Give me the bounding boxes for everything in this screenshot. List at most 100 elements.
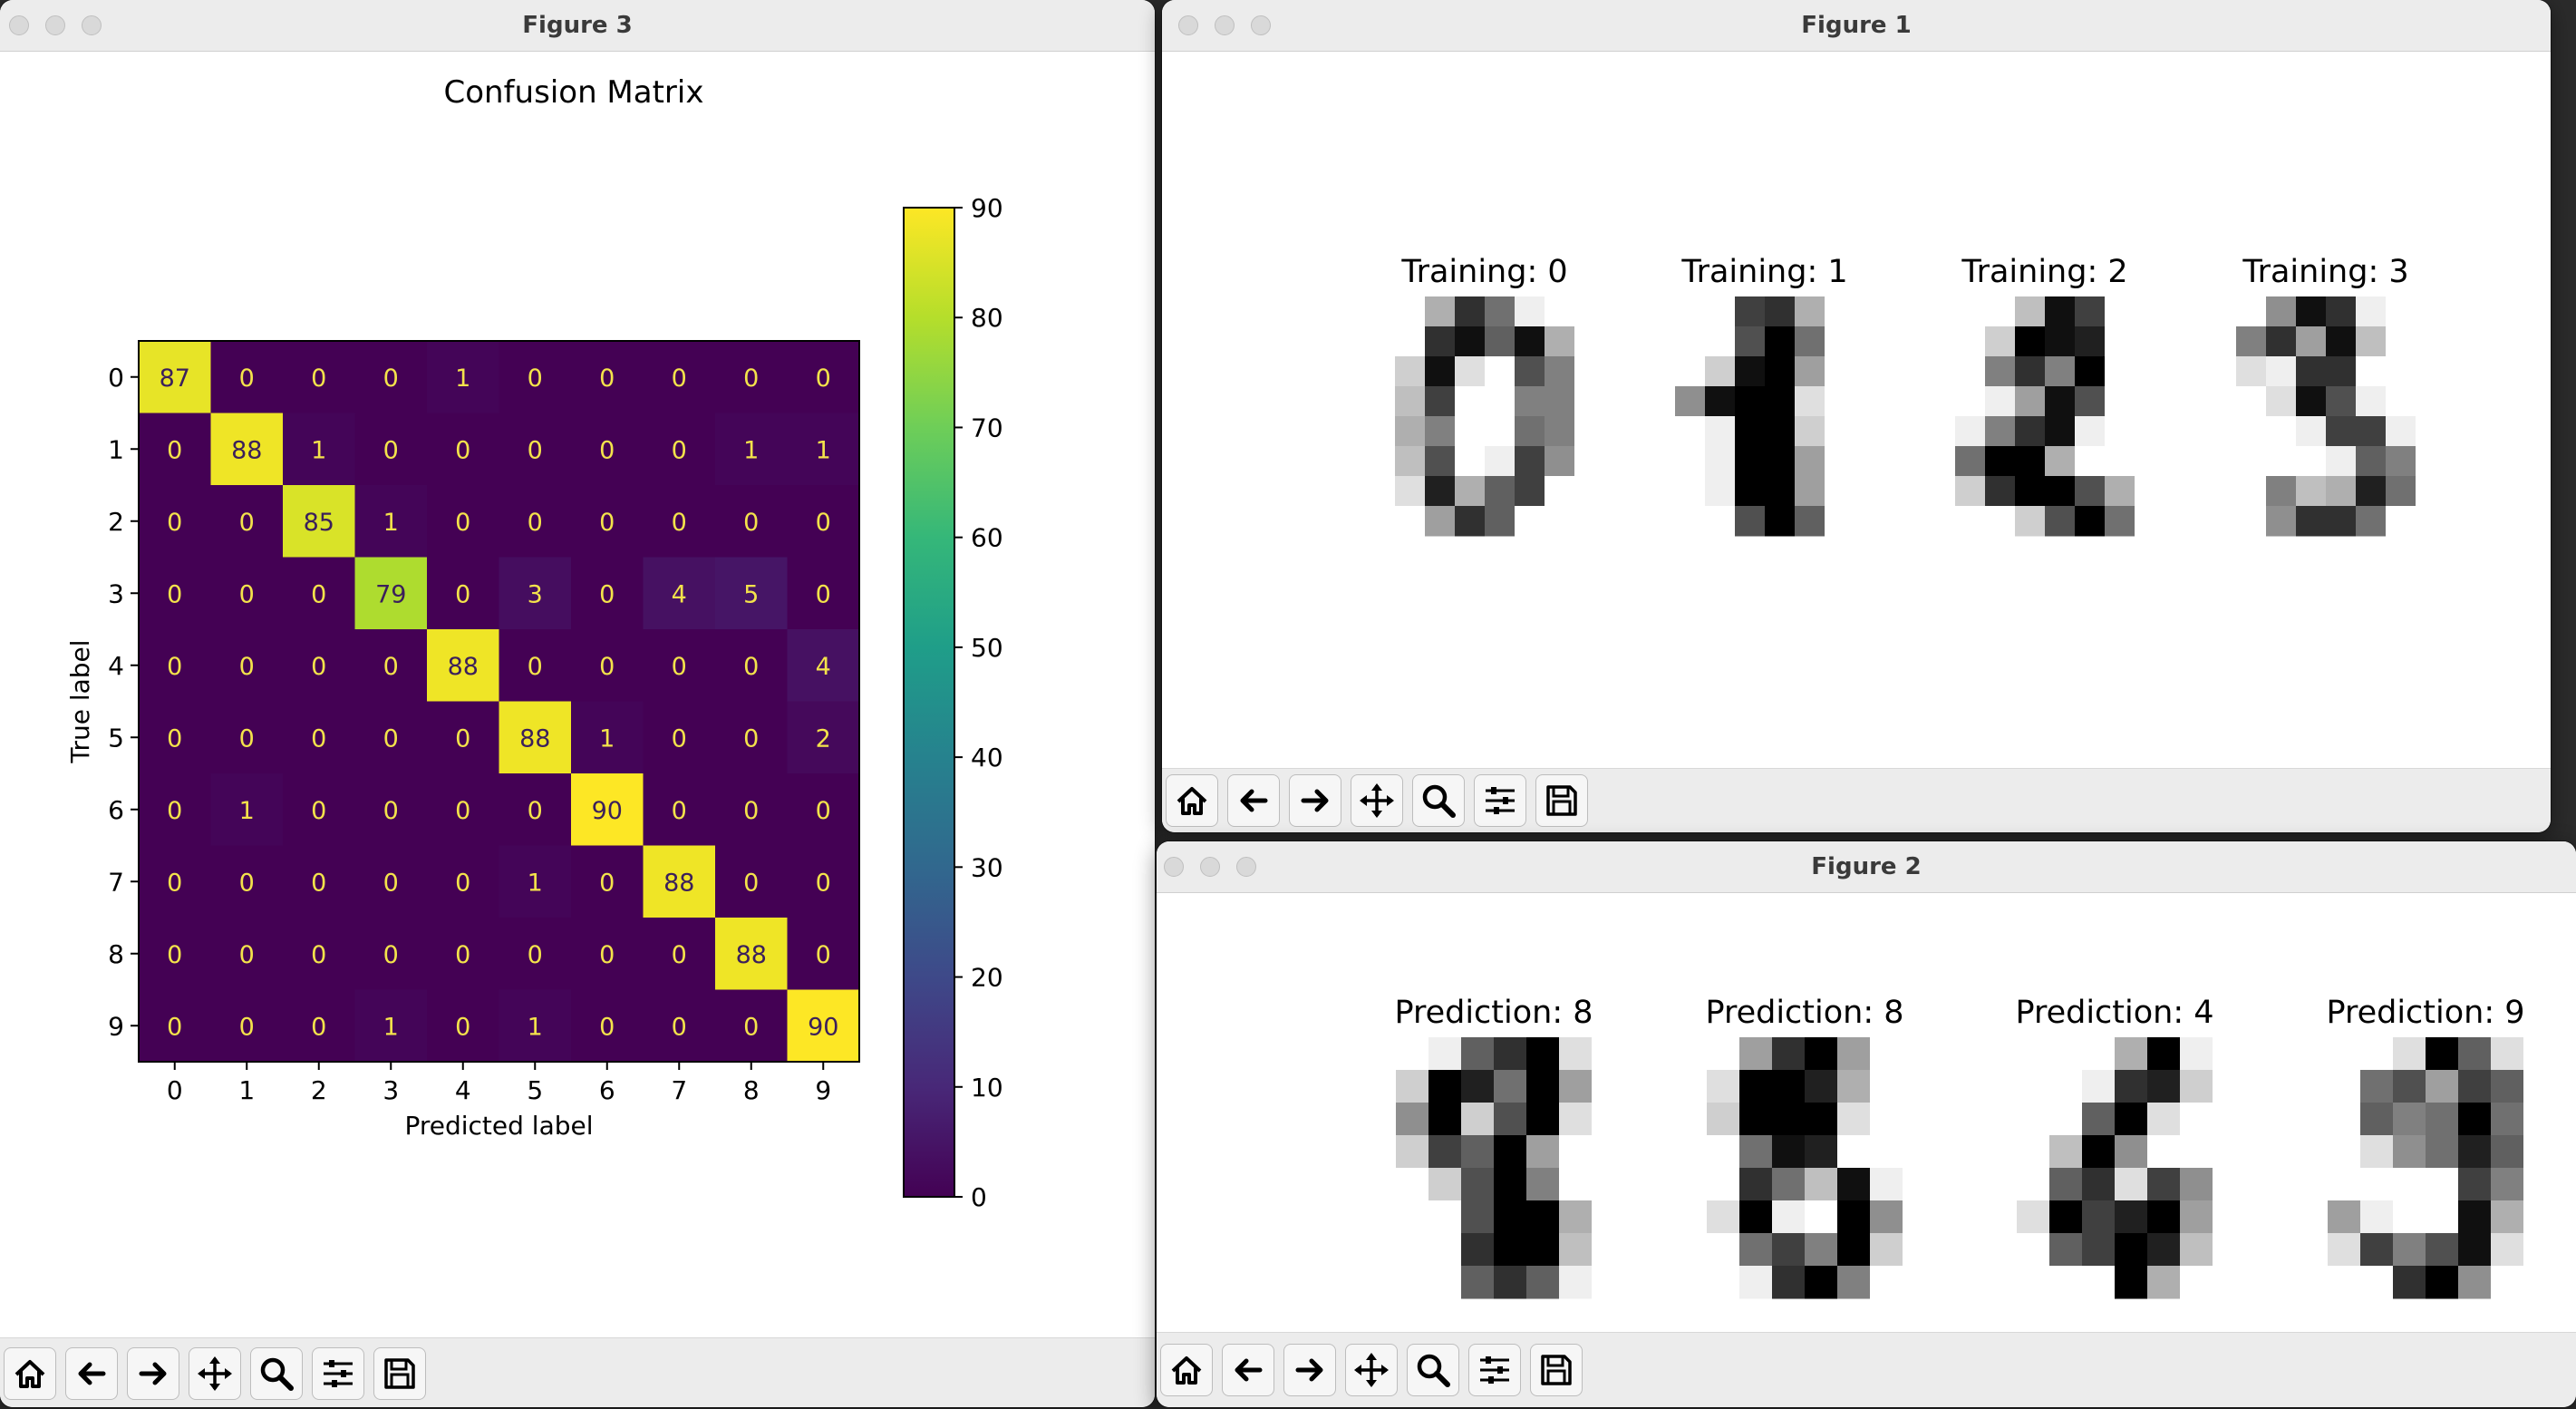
cell-value-label: 0 bbox=[743, 797, 759, 825]
digit-pixel bbox=[2393, 1135, 2426, 1169]
save-button[interactable] bbox=[1530, 1344, 1583, 1396]
digit-pixel bbox=[2266, 416, 2297, 447]
zoom-button[interactable] bbox=[1236, 857, 1256, 877]
digit-pixel bbox=[1825, 476, 1855, 507]
digit-pixel bbox=[1707, 1233, 1740, 1267]
figure-canvas[interactable]: Training: 0 Training: 1 Training: 2 Trainin… bbox=[1162, 52, 2551, 768]
minimize-button[interactable] bbox=[45, 15, 65, 35]
digit-pixel bbox=[2458, 1168, 2492, 1201]
cell-value-label: 0 bbox=[311, 724, 326, 753]
cell-value-label: 3 bbox=[528, 580, 543, 608]
digit-pixel bbox=[2295, 1037, 2329, 1071]
digit-pixel bbox=[1592, 1070, 1625, 1103]
figure-canvas[interactable]: Prediction: 8 Prediction: 8 Prediction: 4 P… bbox=[1157, 893, 2576, 1332]
digit-pixel bbox=[2015, 296, 2046, 327]
pan-move-button[interactable] bbox=[189, 1347, 241, 1400]
configure-subplots-button[interactable] bbox=[312, 1347, 364, 1400]
heatmap-cell bbox=[210, 989, 284, 1063]
digit-pixel bbox=[2328, 1266, 2361, 1299]
digit-pixel bbox=[2015, 416, 2046, 447]
digit-pixel bbox=[2147, 1135, 2181, 1169]
heatmap-cell bbox=[571, 485, 644, 559]
digit-pixel bbox=[2115, 1168, 2148, 1201]
digit-pixel bbox=[1425, 326, 1456, 357]
heatmap-cell bbox=[571, 557, 644, 630]
cell-value-label: 88 bbox=[519, 724, 550, 753]
cell-value-label: 0 bbox=[528, 509, 543, 537]
configure-subplots-button[interactable] bbox=[1474, 774, 1526, 827]
minimize-button[interactable] bbox=[1200, 857, 1220, 877]
digit-pixel bbox=[1765, 446, 1796, 477]
digit-panel: Prediction: 8 bbox=[1674, 995, 1936, 1299]
home-button[interactable] bbox=[1160, 1344, 1213, 1396]
heatmap-cell bbox=[210, 629, 284, 703]
heatmap-cell bbox=[210, 413, 284, 486]
back-arrow-button[interactable] bbox=[1227, 774, 1280, 827]
heatmap-cell bbox=[571, 629, 644, 703]
colorbar-tick-label: 20 bbox=[971, 963, 1003, 993]
digit-pixel bbox=[1739, 1037, 1773, 1071]
back-arrow-button[interactable] bbox=[1222, 1344, 1274, 1396]
digit-pixel bbox=[2326, 476, 2357, 507]
back-arrow-button[interactable] bbox=[65, 1347, 118, 1400]
digit-pixel bbox=[2045, 356, 2076, 387]
cell-value-label: 90 bbox=[592, 797, 623, 825]
pan-move-button[interactable] bbox=[1345, 1344, 1398, 1396]
heatmap-cell bbox=[787, 701, 860, 774]
forward-arrow-button[interactable] bbox=[1289, 774, 1341, 827]
minimize-button[interactable] bbox=[1215, 15, 1235, 35]
zoom-button[interactable] bbox=[1407, 1344, 1459, 1396]
heatmap-cell bbox=[499, 845, 572, 918]
digit-pixel bbox=[2296, 506, 2327, 537]
save-icon bbox=[1546, 785, 1577, 816]
digit-pixel bbox=[2236, 446, 2267, 477]
home-button[interactable] bbox=[1166, 774, 1218, 827]
forward-arrow-button[interactable] bbox=[127, 1347, 179, 1400]
cell-value-label: 1 bbox=[816, 436, 831, 464]
digit-pixel bbox=[1485, 386, 1516, 417]
heatmap-cell bbox=[643, 773, 716, 847]
digit-pixel bbox=[2236, 296, 2267, 327]
heatmap-cell bbox=[354, 485, 428, 559]
cell-value-label: 0 bbox=[528, 653, 543, 681]
zoom-button[interactable] bbox=[250, 1347, 303, 1400]
digit-pixel bbox=[2147, 1168, 2181, 1201]
zoom-button[interactable] bbox=[1251, 15, 1271, 35]
digit-pixel bbox=[1461, 1103, 1495, 1136]
close-button[interactable] bbox=[1164, 857, 1184, 877]
cell-value-label: 0 bbox=[383, 436, 399, 464]
x-tick-label: 9 bbox=[815, 1075, 831, 1105]
pan-move-button[interactable] bbox=[1351, 774, 1403, 827]
save-button[interactable] bbox=[373, 1347, 426, 1400]
heatmap-cell bbox=[283, 629, 356, 703]
heatmap-cell bbox=[715, 629, 789, 703]
digit-pixel bbox=[2360, 1103, 2394, 1136]
forward-arrow-button[interactable] bbox=[1283, 1344, 1336, 1396]
figure-canvas[interactable]: Confusion Matrix 87 0 0 0 1 0 0 0 0 0 0 88 1 0 0 0 0 0 1 1 0 0… bbox=[0, 52, 1155, 1337]
close-button[interactable] bbox=[1178, 15, 1198, 35]
digit-pixel bbox=[1526, 1168, 1560, 1201]
zoom-button[interactable] bbox=[1412, 774, 1465, 827]
titlebar: Figure 1 bbox=[1162, 0, 2551, 52]
cell-value-label: 0 bbox=[599, 941, 615, 969]
save-button[interactable] bbox=[1535, 774, 1588, 827]
home-button[interactable] bbox=[4, 1347, 56, 1400]
digit-pixel bbox=[1837, 1070, 1871, 1103]
digit-pixel bbox=[2049, 1168, 2083, 1201]
cell-value-label: 0 bbox=[239, 869, 255, 897]
close-button[interactable] bbox=[9, 15, 29, 35]
heatmap-cell bbox=[499, 773, 572, 847]
zoom-button[interactable] bbox=[82, 15, 102, 35]
configure-subplots-button[interactable] bbox=[1468, 1344, 1521, 1396]
digit-pixel bbox=[1925, 506, 1956, 537]
digit-pixel bbox=[1984, 1070, 2018, 1103]
heatmap-cell bbox=[354, 989, 428, 1063]
digit-pixel bbox=[2491, 1135, 2524, 1169]
digit-pixel bbox=[2015, 326, 2046, 357]
heatmap-cell bbox=[715, 557, 789, 630]
digit-pixel bbox=[2135, 326, 2165, 357]
digit-pixel bbox=[1574, 476, 1605, 507]
digit-pixel bbox=[1396, 1070, 1429, 1103]
digit-pixel bbox=[2180, 1266, 2213, 1299]
